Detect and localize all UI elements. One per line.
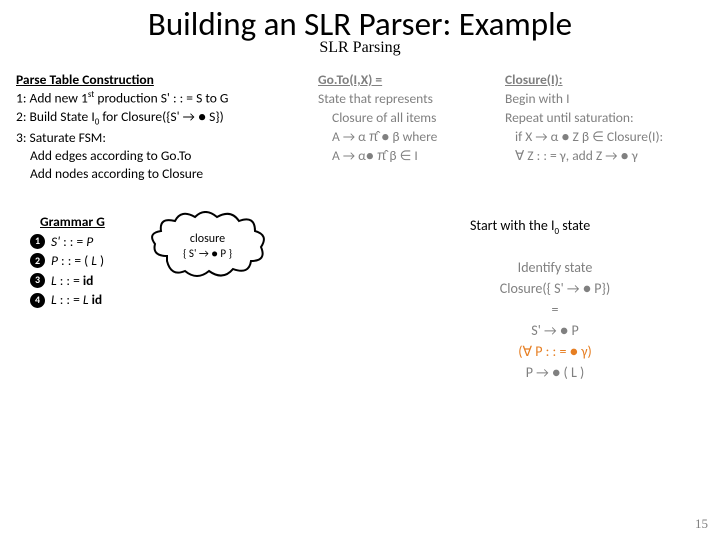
grammar-rule: 3 L : : = id xyxy=(30,271,105,291)
identify-l4: S' → ● P xyxy=(445,320,665,341)
parse-table-construction: Parse Table Construction 1: Add new 1st … xyxy=(16,71,286,183)
identify-l5: (∀ P : : = ● γ) xyxy=(445,341,665,362)
cloud-bot: { S' → ● P } xyxy=(183,247,232,261)
closure-cloud: closure { S' → ● P } xyxy=(155,217,260,275)
grammar-title: Grammar G xyxy=(30,212,105,232)
identify-l1: Identify state xyxy=(445,257,665,278)
closure-l4: ∀ Z : : = γ, add Z → ● γ xyxy=(505,147,710,166)
cloud-top: closure xyxy=(190,232,225,247)
grammar-rule: 2 P : : = ( L ) xyxy=(30,251,105,271)
rule-number: 2 xyxy=(30,253,45,268)
grammar-rule: 4 L : : = L id xyxy=(30,290,105,310)
closure-heading: Closure(I): xyxy=(505,71,710,90)
main-content: Parse Table Construction 1: Add new 1st … xyxy=(0,57,720,497)
closure-l3: if X → α ● Z β ∈ Closure(I): xyxy=(505,128,710,147)
page-number: 15 xyxy=(695,516,708,532)
slide-subtitle: SLR Parsing xyxy=(0,39,720,57)
ptc-line1: 1: Add new 1st production S' : : = S to … xyxy=(16,89,286,108)
ptc-line3: 3: Saturate FSM: xyxy=(16,129,286,147)
goto-l3: A → α π̂ ● β where xyxy=(318,128,488,147)
ptc-heading: Parse Table Construction xyxy=(16,71,286,89)
goto-l1: State that represents xyxy=(318,90,488,109)
rule-number: 3 xyxy=(30,273,45,288)
ptc-line2: 2: Build State I0 for Closure({S' → ● S}… xyxy=(16,108,286,129)
rule-number: 1 xyxy=(30,234,45,249)
closure-l1: Begin with I xyxy=(505,90,710,109)
identify-state: Identify state Closure({ S' → ● P}) = S'… xyxy=(445,257,665,383)
goto-heading: Go.To(I,X) = xyxy=(318,71,488,90)
closure-l2: Repeat until saturation: xyxy=(505,109,710,128)
ptc-line4: Add edges according to Go.To xyxy=(16,147,286,165)
grammar-rule: 1 S' : : = P xyxy=(30,232,105,252)
goto-l2: Closure of all items xyxy=(318,109,488,128)
start-state-text: Start with the I0 state xyxy=(470,217,590,237)
closure-definition: Closure(I): Begin with I Repeat until sa… xyxy=(505,71,710,165)
ptc-line5: Add nodes according to Closure xyxy=(16,165,286,183)
slide-title: Building an SLR Parser: Example xyxy=(0,0,720,41)
grammar-box: Grammar G 1 S' : : = P 2 P : : = ( L ) 3… xyxy=(30,212,105,310)
identify-l3: = xyxy=(445,299,665,320)
goto-definition: Go.To(I,X) = State that represents Closu… xyxy=(318,71,488,165)
rule-number: 4 xyxy=(30,293,45,308)
goto-l4: A → α● π̂ β ∈ I xyxy=(318,147,488,166)
identify-l6: P → ● ( L ) xyxy=(445,362,665,383)
identify-l2: Closure({ S' → ● P}) xyxy=(445,278,665,299)
